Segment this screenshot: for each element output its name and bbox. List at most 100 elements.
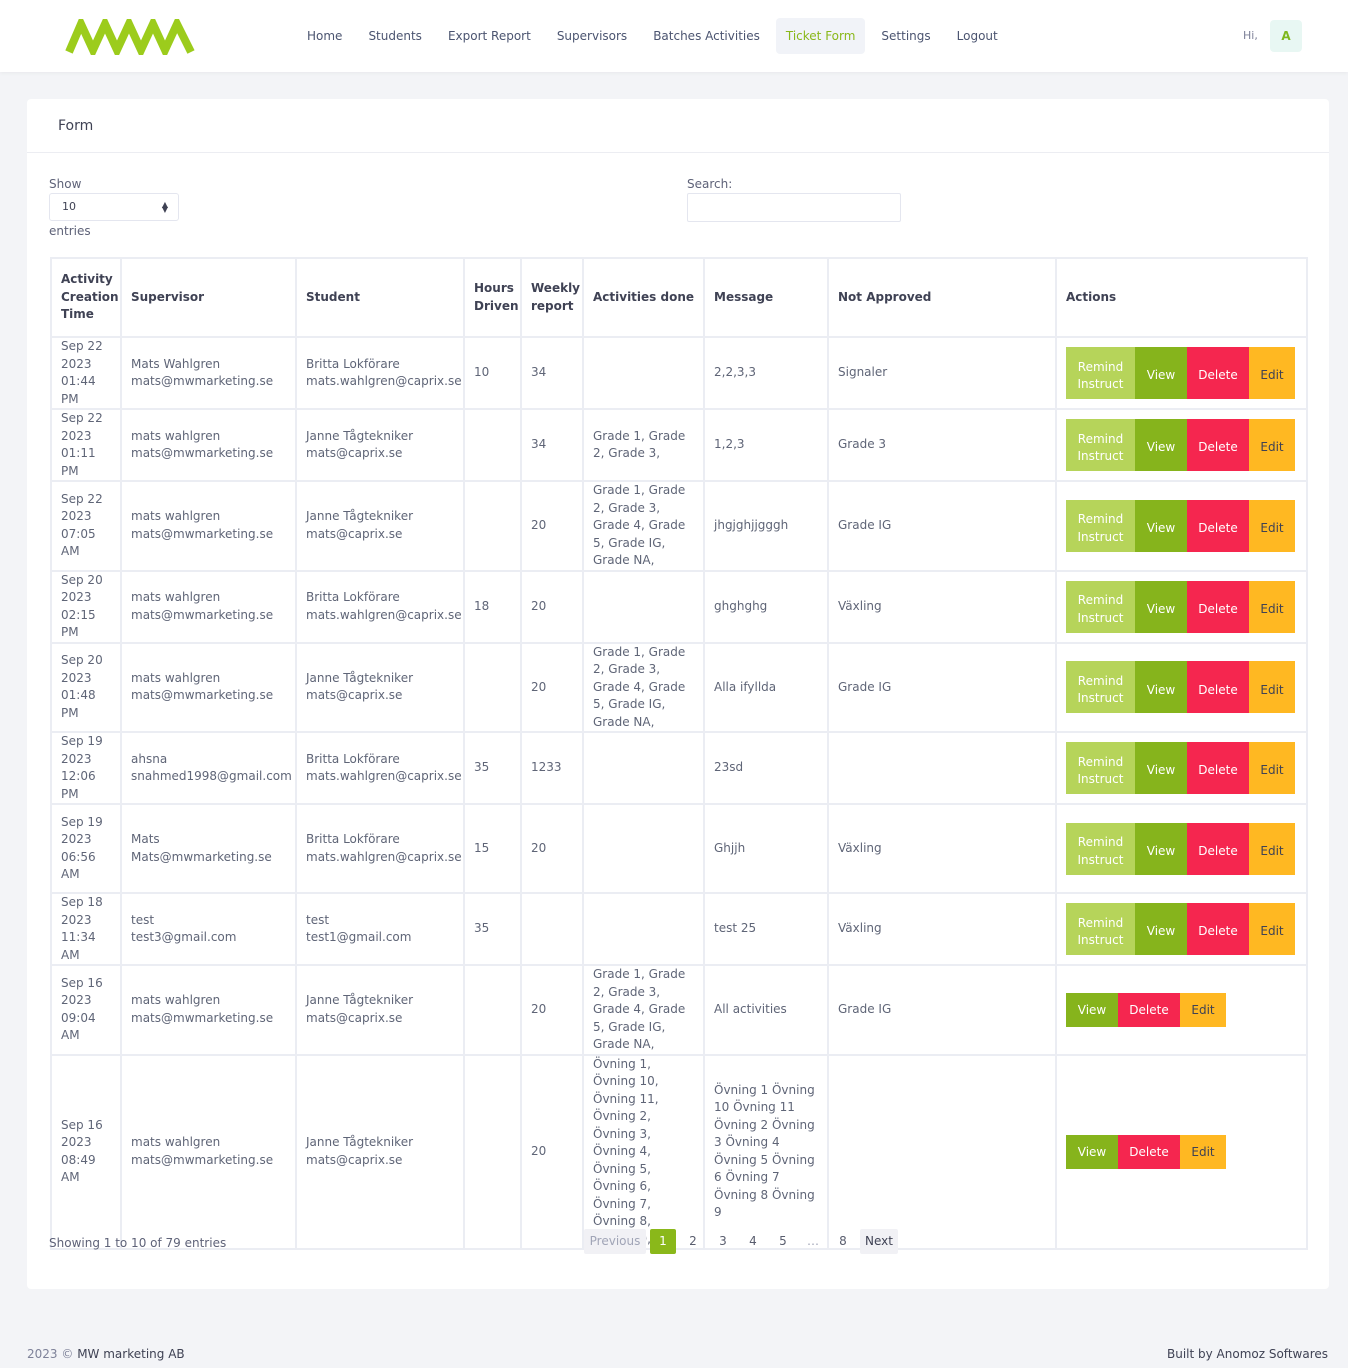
- mwm-logo[interactable]: [65, 19, 195, 55]
- nav-supervisors[interactable]: Supervisors: [556, 29, 628, 43]
- entries-length-select[interactable]: 10 ▲ ▼: [49, 193, 179, 221]
- search-input[interactable]: [687, 193, 901, 222]
- pagination-next[interactable]: Next: [860, 1229, 898, 1254]
- remind-instructor-button[interactable]: Remind Instruct: [1066, 661, 1135, 714]
- delete-button[interactable]: Delete: [1187, 499, 1249, 552]
- view-button[interactable]: View: [1066, 992, 1118, 1027]
- view-button[interactable]: View: [1066, 1134, 1118, 1169]
- view-button[interactable]: View: [1135, 499, 1187, 552]
- cell-activities-done: Grade 1, Grade 2, Grade 3, Grade 4, Grad…: [582, 641, 705, 733]
- cell-actions: View Delete Edit: [1055, 1053, 1308, 1250]
- cell-hours-driven: [463, 408, 522, 482]
- cell-activities-done: [582, 336, 705, 410]
- view-button[interactable]: View: [1135, 822, 1187, 875]
- pagination-page-2[interactable]: 2: [689, 1234, 697, 1248]
- col-header-activity-time[interactable]: Activity Creation Time: [50, 257, 122, 338]
- nav-ticket-form[interactable]: Ticket Form: [775, 18, 866, 54]
- view-button[interactable]: View: [1135, 419, 1187, 471]
- view-button[interactable]: View: [1135, 661, 1187, 714]
- col-header-weekly-report[interactable]: Weekly report: [520, 257, 584, 338]
- not-approved: Grade IG: [838, 518, 892, 532]
- col-header-activities-done[interactable]: Activities done: [582, 257, 705, 338]
- pagination-page-4[interactable]: 4: [749, 1234, 757, 1248]
- cell-hours-driven: [463, 1053, 522, 1250]
- col-header-student[interactable]: Student: [295, 257, 465, 338]
- view-button[interactable]: View: [1135, 903, 1187, 955]
- col-header-supervisor[interactable]: Supervisor: [120, 257, 297, 338]
- student-name: Janne Tågtekniker: [306, 509, 414, 524]
- remind-instructor-button[interactable]: Remind Instruct: [1066, 903, 1135, 955]
- remind-instructor-button[interactable]: Remind Instruct: [1066, 499, 1135, 552]
- view-button[interactable]: View: [1135, 580, 1187, 633]
- activity-time: Sep 19 2023 06:56 AM: [61, 814, 103, 882]
- delete-button[interactable]: Delete: [1187, 742, 1249, 794]
- row-actions: View Delete Edit: [1066, 1134, 1297, 1169]
- nav-logout[interactable]: Logout: [956, 29, 998, 43]
- cell-hours-driven: 15: [463, 803, 522, 894]
- pagination-page-1[interactable]: 1: [650, 1229, 676, 1254]
- edit-button[interactable]: Edit: [1249, 903, 1295, 955]
- cell-weekly-report: 20: [520, 964, 584, 1056]
- footer-company-link[interactable]: MW marketing AB: [77, 1347, 185, 1361]
- remind-instructor-button[interactable]: Remind Instruct: [1066, 580, 1135, 633]
- cell-hours-driven: 10: [463, 336, 522, 410]
- row-actions: Remind Instruct View Delete Edit: [1066, 742, 1297, 794]
- view-button[interactable]: View: [1135, 742, 1187, 794]
- edit-button[interactable]: Edit: [1180, 992, 1226, 1027]
- cell-activities-done: [582, 569, 705, 644]
- edit-button[interactable]: Edit: [1180, 1134, 1226, 1169]
- nav-settings[interactable]: Settings: [881, 29, 931, 43]
- student-email: mats@caprix.se: [306, 1152, 403, 1167]
- cell-activity-time: Sep 20 2023 01:48 PM: [50, 641, 122, 733]
- delete-button[interactable]: Delete: [1118, 1134, 1180, 1169]
- col-header-hours-driven[interactable]: Hours Driven: [463, 257, 522, 338]
- row-actions: Remind Instruct View Delete Edit: [1066, 419, 1297, 471]
- pagination-page-5[interactable]: 5: [779, 1234, 787, 1248]
- nav-batches-activities[interactable]: Batches Activities: [653, 29, 760, 43]
- edit-button[interactable]: Edit: [1249, 661, 1295, 714]
- weekly-report: 20: [531, 840, 547, 855]
- col-header-not-approved[interactable]: Not Approved: [827, 257, 1057, 338]
- nav-export-report[interactable]: Export Report: [447, 29, 531, 43]
- remind-instructor-button[interactable]: Remind Instruct: [1066, 822, 1135, 875]
- message: 1,2,3: [714, 437, 745, 452]
- edit-button[interactable]: Edit: [1249, 347, 1295, 399]
- delete-button[interactable]: Delete: [1187, 661, 1249, 714]
- cell-not-approved: Grade IG: [827, 480, 1057, 572]
- delete-button[interactable]: Delete: [1187, 347, 1249, 399]
- activity-time: Sep 19 2023 12:06 PM: [61, 734, 103, 801]
- delete-button[interactable]: Delete: [1187, 580, 1249, 633]
- cell-student: Janne Tågtekniker mats@caprix.se: [295, 480, 465, 572]
- delete-button[interactable]: Delete: [1187, 419, 1249, 471]
- edit-button[interactable]: Edit: [1249, 499, 1295, 552]
- delete-button[interactable]: Delete: [1118, 992, 1180, 1027]
- edit-button[interactable]: Edit: [1249, 419, 1295, 471]
- entries-select-value: 10: [62, 200, 76, 213]
- cell-message: jhgjghjjgggh: [703, 480, 829, 572]
- edit-button[interactable]: Edit: [1249, 580, 1295, 633]
- pagination-page-8[interactable]: 8: [839, 1234, 847, 1248]
- nav-students[interactable]: Students: [368, 29, 422, 43]
- cell-activity-time: Sep 22 2023 01:11 PM: [50, 408, 122, 482]
- delete-button[interactable]: Delete: [1187, 822, 1249, 875]
- footer-built-by[interactable]: Built by Anomoz Softwares: [1166, 1347, 1328, 1361]
- main-nav: Home Students Export Report Supervisors …: [297, 18, 1008, 54]
- col-header-message[interactable]: Message: [703, 257, 829, 338]
- delete-button[interactable]: Delete: [1187, 903, 1249, 955]
- edit-button[interactable]: Edit: [1249, 822, 1295, 875]
- remind-instructor-button[interactable]: Remind Instruct: [1066, 347, 1135, 399]
- activities-done: Grade 1, Grade 2, Grade 3, Grade 4, Grad…: [593, 483, 686, 567]
- view-button[interactable]: View: [1135, 347, 1187, 399]
- edit-button[interactable]: Edit: [1249, 742, 1295, 794]
- remind-instructor-button[interactable]: Remind Instruct: [1066, 419, 1135, 471]
- cell-supervisor: mats wahlgren mats@mwmarketing.se: [120, 408, 297, 482]
- nav-home[interactable]: Home: [307, 29, 343, 43]
- user-avatar[interactable]: A: [1270, 20, 1302, 52]
- remind-instructor-button[interactable]: Remind Instruct: [1066, 742, 1135, 794]
- student-email: mats@caprix.se: [306, 446, 403, 460]
- cell-hours-driven: [463, 480, 522, 572]
- pagination-previous[interactable]: Previous: [584, 1229, 646, 1254]
- pagination-page-3[interactable]: 3: [719, 1234, 727, 1248]
- cell-student: Britta Lokförare mats.wahlgren@caprix.se: [295, 336, 465, 410]
- activity-time: Sep 20 2023 02:15 PM: [61, 572, 103, 640]
